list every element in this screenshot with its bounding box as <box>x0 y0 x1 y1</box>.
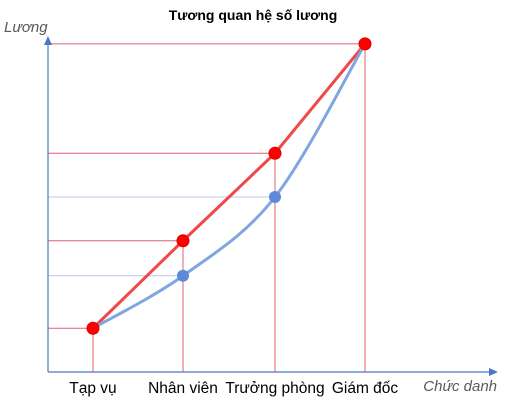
chart-title: Tương quan hệ số lương <box>169 7 338 23</box>
data-points <box>86 37 372 335</box>
data-point-series-1 <box>268 146 282 160</box>
x-tick-label: Giám đốc <box>332 380 399 397</box>
y-axis-label: Lương <box>4 19 48 36</box>
axes <box>44 36 498 376</box>
series-line-1 <box>91 42 367 330</box>
x-tick-label: Trưởng phòng <box>225 380 324 397</box>
data-point-series-2 <box>269 191 281 203</box>
x-axis-arrow-icon <box>489 368 498 376</box>
series-line-2 <box>91 42 367 330</box>
data-point-series-2 <box>177 269 189 282</box>
data-point-series-1 <box>86 321 100 335</box>
x-tick-labels: Tạp vụ Nhân viên Trưởng phòng Giám đốc <box>69 380 398 397</box>
data-point-series-1 <box>176 234 190 248</box>
x-tick-label: Nhân viên <box>148 380 218 397</box>
x-axis-label: Chức danh <box>423 378 497 395</box>
guide-lines <box>48 43 366 372</box>
series-lines <box>91 42 367 330</box>
x-tick-label: Tạp vụ <box>69 380 116 397</box>
data-point-series-1 <box>358 37 372 51</box>
y-axis-arrow-icon <box>44 36 52 45</box>
